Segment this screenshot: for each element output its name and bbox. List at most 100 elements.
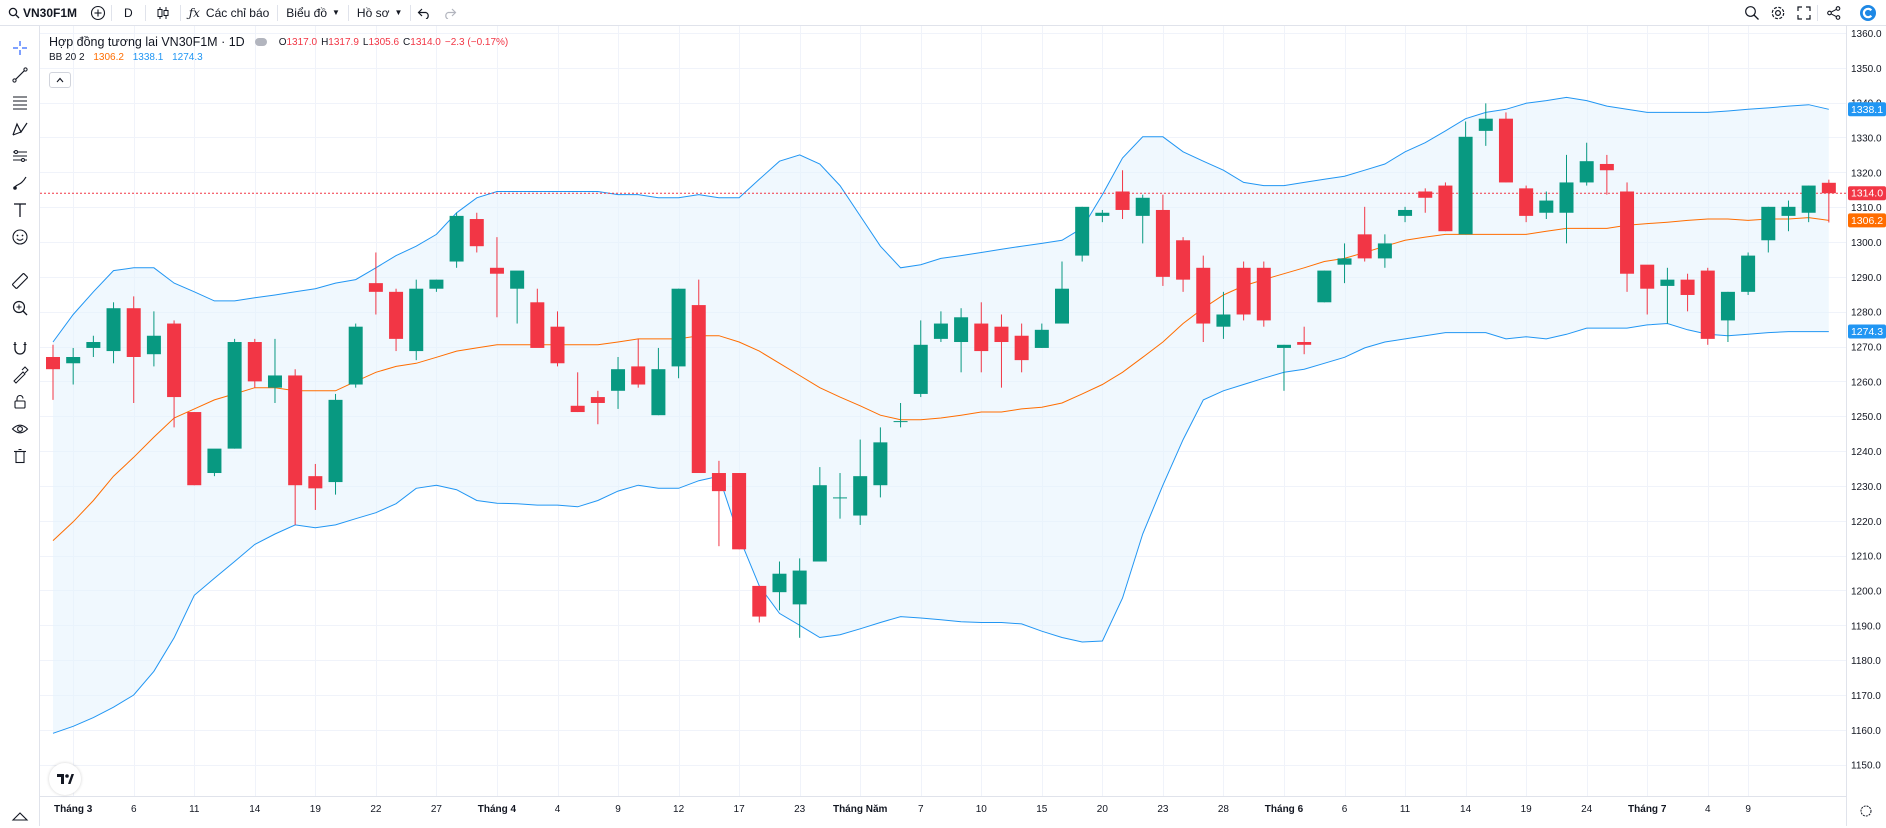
lock-all-drawings-button[interactable] bbox=[9, 391, 31, 413]
quick-search-button[interactable] bbox=[1739, 0, 1765, 26]
bollinger-upper-line bbox=[52, 96, 1829, 343]
remove-drawings-button[interactable] bbox=[9, 445, 31, 467]
tradingview-logo[interactable] bbox=[49, 763, 81, 795]
candle-body bbox=[1559, 182, 1574, 213]
magnet-tool-button[interactable] bbox=[9, 337, 31, 359]
time-axis-tick-label: 9 bbox=[615, 804, 621, 815]
candles bbox=[46, 103, 1836, 638]
trendline-tool-button[interactable] bbox=[9, 64, 31, 86]
candle-body bbox=[227, 342, 242, 449]
legend-bb-indicator[interactable]: BB 20 2 1306.2 1338.1 1274.3 bbox=[49, 52, 512, 63]
candle-body bbox=[1801, 185, 1816, 213]
candle-body bbox=[1297, 342, 1312, 345]
candle-body bbox=[631, 366, 646, 385]
top-toolbar: VN30F1M D ƒx Các chỉ báo Biểu đồ ▼ Hồ sơ… bbox=[0, 0, 1886, 26]
profile-menu-button[interactable]: Hồ sơ ▼ bbox=[349, 0, 410, 26]
bb-lower-price-tag bbox=[1848, 324, 1886, 339]
price-axis-tick-label: 1250.0 bbox=[1851, 412, 1882, 423]
candle-body bbox=[1700, 270, 1715, 339]
price-axis[interactable]: 1150.0 1160.0 1170.0 1180.0 1190.0 1200.0 1210… bbox=[1851, 29, 1882, 772]
candle-body bbox=[792, 570, 807, 605]
brush-tool-button[interactable] bbox=[9, 172, 31, 194]
price-axis-tick-label: 1330.0 bbox=[1851, 133, 1882, 144]
candle-body bbox=[651, 369, 666, 416]
hide-toolbar-button[interactable] bbox=[9, 806, 31, 828]
fullscreen-button[interactable] bbox=[1791, 0, 1817, 26]
price-axis-tick-label: 1180.0 bbox=[1851, 656, 1881, 667]
crosshair-tool-button[interactable] bbox=[9, 37, 31, 59]
candles-icon bbox=[157, 6, 169, 19]
symbol-search-button[interactable]: VN30F1M bbox=[0, 0, 85, 26]
indicators-button[interactable]: ƒx Các chỉ báo bbox=[181, 0, 278, 26]
compare-add-symbol-button[interactable] bbox=[85, 0, 111, 26]
chart-menu-button[interactable]: Biểu đồ ▼ bbox=[278, 0, 348, 26]
time-axis-tick-label: 6 bbox=[131, 804, 137, 815]
legend-collapse-button[interactable] bbox=[49, 72, 71, 88]
hide-drawings-button[interactable] bbox=[9, 418, 31, 440]
stay-in-drawing-mode-button[interactable] bbox=[9, 364, 31, 386]
time-axis-tick-label: 24 bbox=[1581, 804, 1593, 815]
toolbar-divider bbox=[347, 4, 349, 21]
zoom-in-tool-button[interactable] bbox=[9, 297, 31, 319]
candle-body bbox=[732, 473, 747, 550]
lock-drawings-icon bbox=[13, 366, 29, 384]
undo-icon bbox=[418, 8, 430, 19]
price-axis-tick-label: 1300.0 bbox=[1851, 238, 1882, 249]
candle-body bbox=[590, 397, 605, 403]
text-tool-button[interactable] bbox=[9, 199, 31, 221]
candle-body bbox=[288, 375, 303, 486]
series-title[interactable]: Hợp đồng tương lai VN30F1M · 1D bbox=[49, 35, 245, 49]
time-axis[interactable]: Tháng 3 6 11 14 19 22 27 Tháng 4 4 9 12 17 23 Tháng N… bbox=[54, 804, 1751, 815]
zoom-in-icon bbox=[12, 300, 28, 316]
bb-upper-value: 1338.1 bbox=[132, 52, 164, 63]
time-axis-tick-label: Tháng 6 bbox=[1265, 804, 1304, 815]
redo-button[interactable] bbox=[437, 0, 463, 26]
legend-close-key: C bbox=[403, 36, 411, 48]
last-price-tag bbox=[1848, 186, 1886, 201]
price-axis-tick-label: 1290.0 bbox=[1851, 273, 1882, 284]
candle-body bbox=[1539, 200, 1554, 213]
undo-button[interactable] bbox=[411, 0, 437, 26]
bb-basis-value: 1306.2 bbox=[93, 52, 124, 63]
price-axis-tick-label: 1280.0 bbox=[1851, 308, 1882, 319]
candle-body bbox=[1176, 240, 1191, 280]
settings-button[interactable] bbox=[1765, 0, 1791, 26]
candle-body bbox=[46, 356, 60, 370]
time-axis-tick-label: 19 bbox=[310, 804, 322, 815]
price-axis-tick-label: 1270.0 bbox=[1851, 343, 1882, 354]
fib-retracement-tool-button[interactable] bbox=[9, 91, 31, 113]
brand-logo-button[interactable] bbox=[1850, 0, 1886, 26]
candle-body bbox=[389, 291, 404, 339]
candle-body bbox=[1034, 329, 1049, 348]
interval-label: D bbox=[124, 5, 133, 20]
emoji-tool-button[interactable] bbox=[9, 226, 31, 248]
chart-style-button[interactable] bbox=[146, 0, 180, 26]
legend-high-value: 1317.9 bbox=[328, 36, 359, 48]
lock-icon bbox=[14, 395, 26, 409]
prediction-tool-button[interactable] bbox=[9, 145, 31, 167]
market-status-icon[interactable] bbox=[254, 38, 267, 46]
bb-lower-price-tag-label: 1274.3 bbox=[1851, 326, 1883, 338]
price-axis-tick-label: 1350.0 bbox=[1851, 64, 1882, 75]
ruler-tool-button[interactable] bbox=[9, 270, 31, 292]
candle-body bbox=[489, 267, 504, 274]
interval-button[interactable]: D bbox=[112, 0, 145, 26]
candle-body bbox=[1418, 191, 1433, 198]
candle-body bbox=[1498, 118, 1513, 183]
candle-body bbox=[812, 485, 827, 562]
candle-body bbox=[1075, 206, 1090, 256]
candle-body bbox=[207, 448, 222, 474]
last-price-tag-label: 1314.0 bbox=[1851, 188, 1883, 200]
fx-icon: ƒx bbox=[188, 5, 200, 20]
candle-body bbox=[1276, 344, 1291, 348]
fib-retracement-icon bbox=[13, 96, 27, 110]
time-axis-tick-label: 23 bbox=[1157, 804, 1169, 815]
time-axis-tick-label: 20 bbox=[1097, 804, 1109, 815]
share-button[interactable] bbox=[1818, 0, 1850, 26]
time-axis-tick-label: Tháng 3 bbox=[54, 804, 93, 815]
pattern-tool-button[interactable] bbox=[9, 118, 31, 140]
candle-body bbox=[1055, 288, 1069, 324]
price-axis-tick-label: 1310.0 bbox=[1851, 203, 1882, 214]
chart-settings-button[interactable] bbox=[1860, 805, 1872, 817]
